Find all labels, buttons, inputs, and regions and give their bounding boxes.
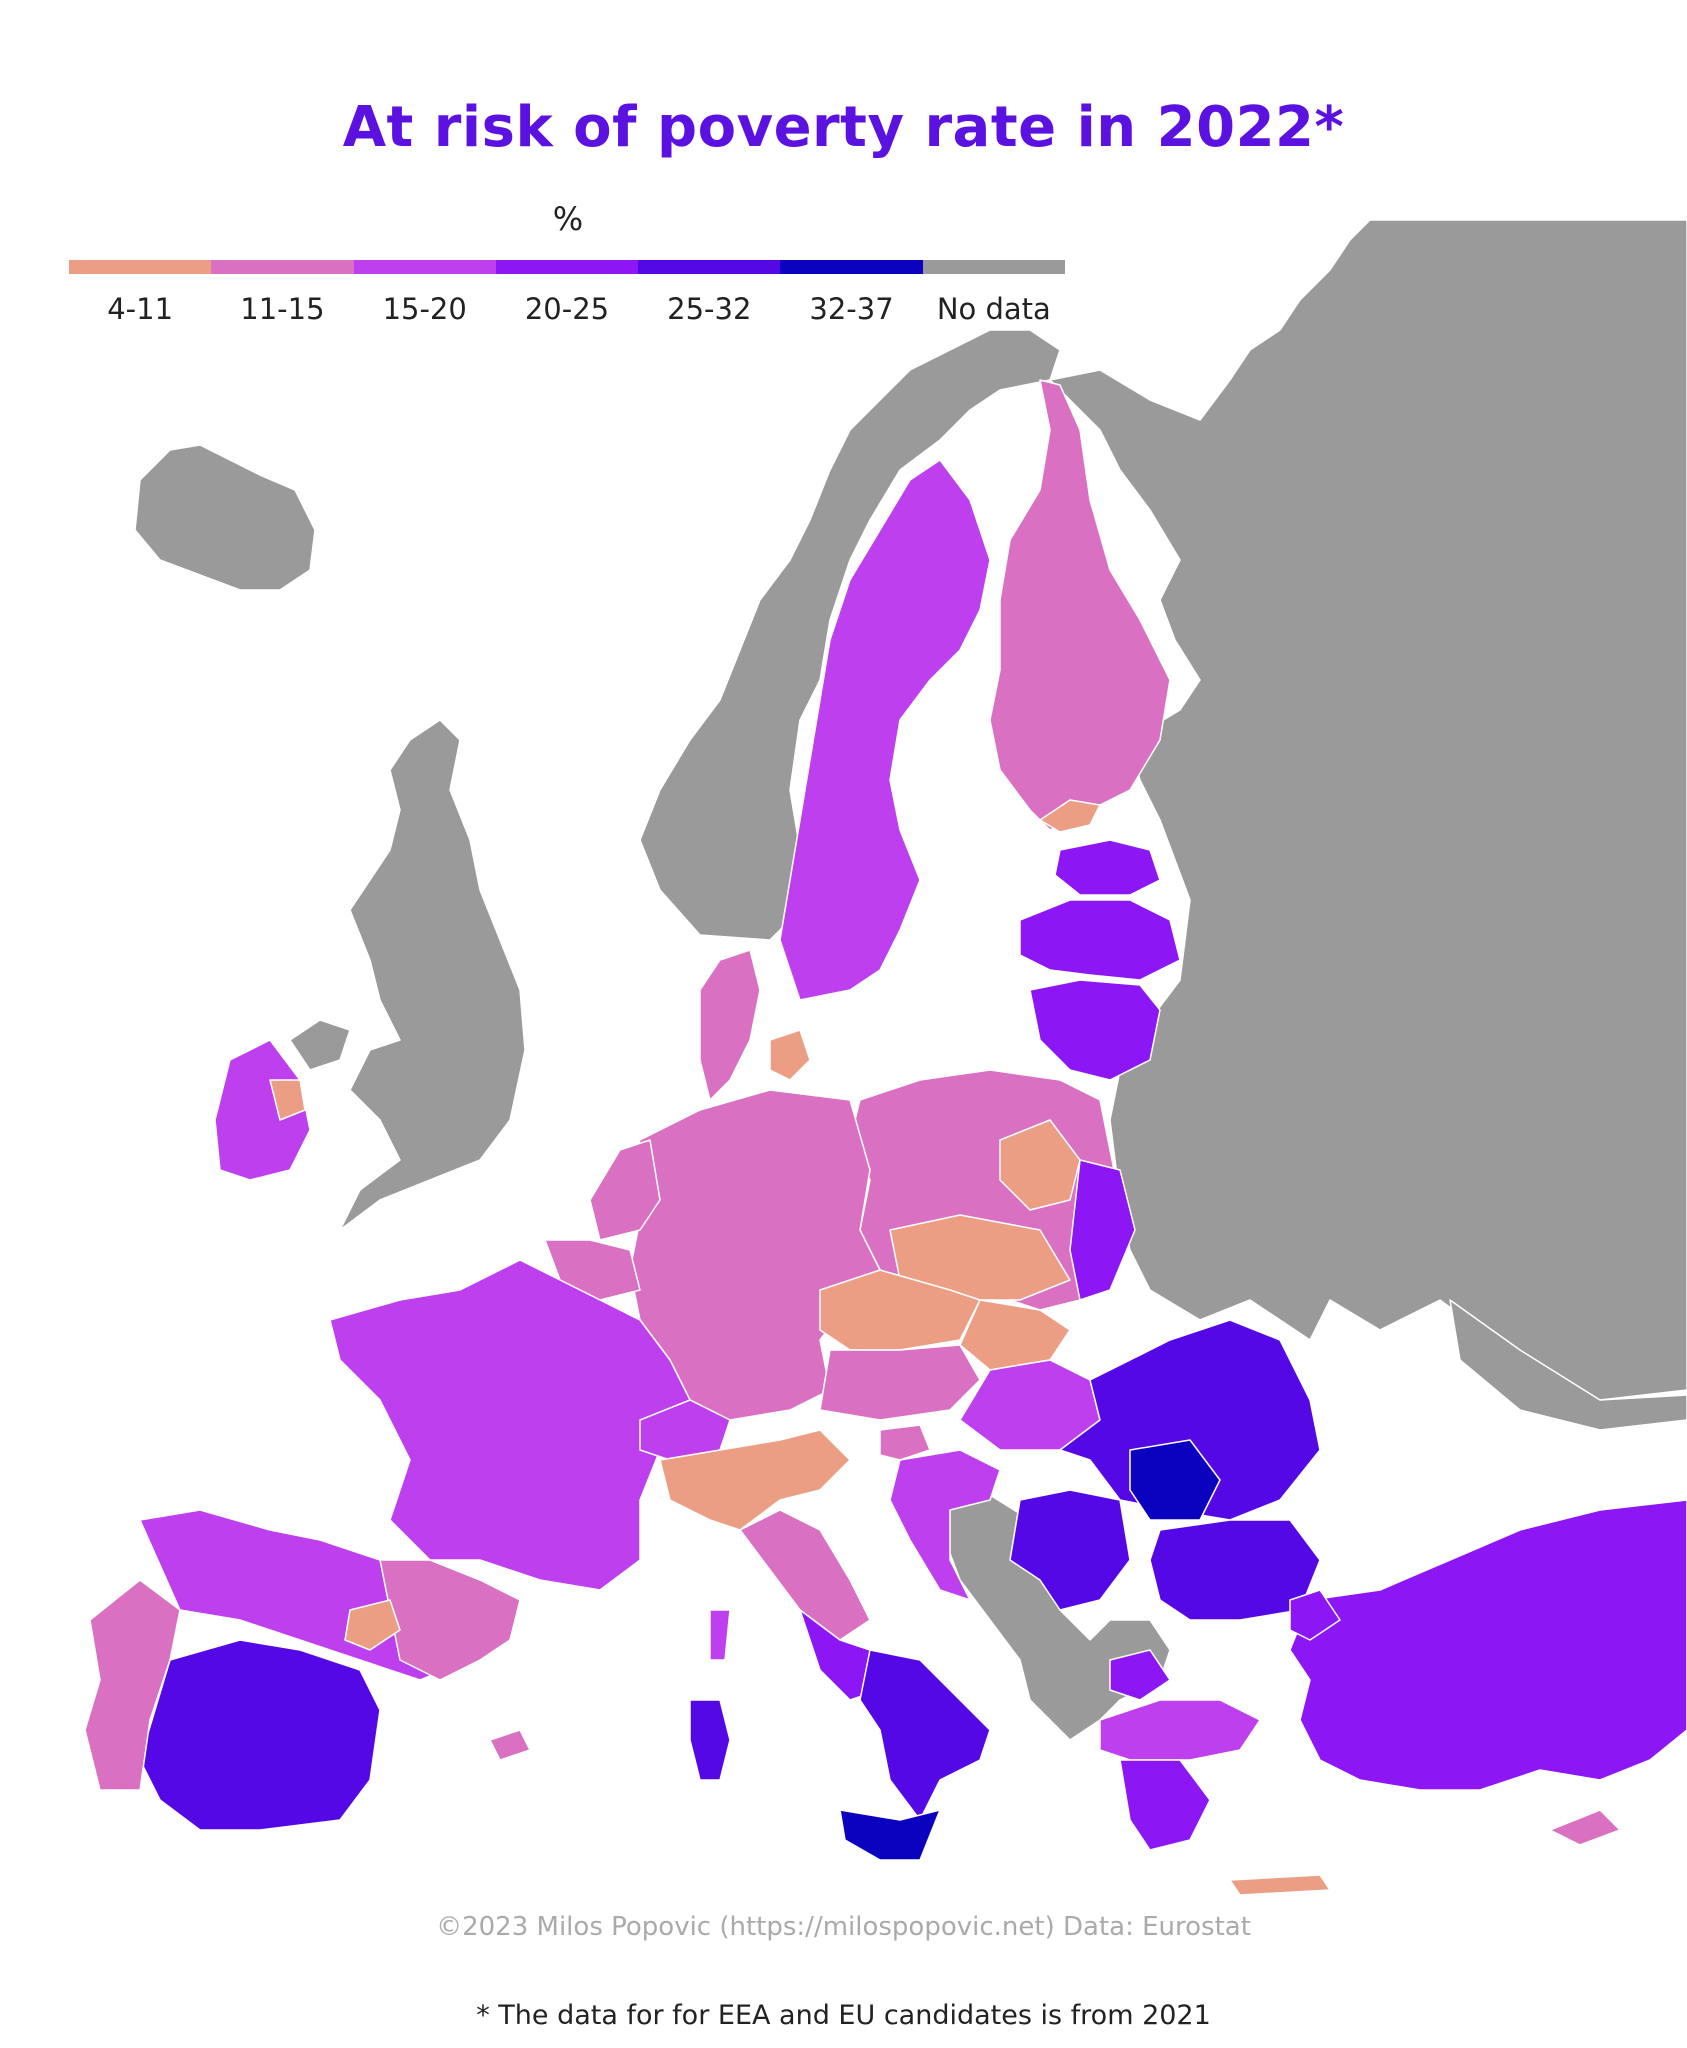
southern-italy-region [859,1649,991,1821]
balearic-region [489,1729,531,1761]
czechia-region [819,1269,981,1351]
legend-swatch-32-37 [780,260,923,274]
corsica-region [709,1609,731,1661]
caucasus-region [1449,1299,1687,1431]
denmark-region [699,949,761,1101]
catalonia-region [379,1559,521,1681]
finland-region [989,379,1171,831]
crete-region [1229,1874,1331,1896]
legend-swatch-25-32 [638,260,781,274]
romania-northeast-region [1129,1439,1221,1521]
dublin-region [269,1079,306,1121]
helsinki-region [1039,799,1101,833]
lithuania-region [1029,979,1161,1081]
legend: 4-11 11-15 15-20 20-25 25-32 32-37 No da… [69,260,1065,326]
footnote: * The data for for EEA and EU candidates… [476,2000,1211,2031]
legend-label: 20-25 [524,292,610,326]
legend-swatch-15-20 [353,260,496,274]
warsaw-region [999,1119,1081,1211]
portugal-region [84,1579,181,1791]
legend-color-bar [69,260,1065,274]
austria-region [819,1344,981,1421]
serbia-region [1009,1489,1131,1611]
southern-spain-region [139,1639,381,1831]
north-macedonia-region [1109,1649,1171,1701]
northern-greece-region [1099,1699,1261,1761]
slovenia-region [879,1424,931,1461]
latvia-region [1019,899,1181,981]
sicily-region [839,1809,941,1861]
eastern-poland-region [1069,1159,1136,1301]
france-region [329,1259,691,1591]
map-title: At risk of poverty rate in 2022* [342,95,1345,160]
great-britain-region [339,719,526,1231]
netherlands-region [589,1139,661,1241]
legend-swatch-20-25 [495,260,639,274]
madrid-region [344,1599,401,1651]
norway-region [639,329,1061,941]
legend-swatch-4-11 [69,260,212,274]
legend-label: No data [936,292,1051,326]
legend-label: 25-32 [667,292,752,326]
ireland-region [214,1039,311,1181]
istanbul-region [1289,1589,1341,1641]
legend-swatch-no-data [922,260,1065,274]
legend-labels: 4-11 11-15 15-20 20-25 25-32 32-37 No da… [69,292,1065,326]
legend-label: 11-15 [240,292,325,326]
copenhagen-region [769,1029,811,1081]
europe-choropleth-map [84,220,1687,1896]
central-greece-region [1119,1759,1211,1851]
legend-label: 32-37 [809,292,894,326]
sweden-region [779,459,991,1001]
croatia-region [889,1449,1001,1601]
estonia-region [1054,839,1161,896]
central-italy-region [739,1509,871,1641]
sardinia-region [689,1699,731,1781]
bulgaria-region [1149,1519,1321,1621]
legend-label: 4-11 [107,292,174,326]
iceland-region [134,444,316,591]
legend-unit: % [552,200,584,238]
slovakia-region [959,1299,1071,1371]
turkey-region [1289,1499,1687,1791]
cyprus-region [1549,1809,1621,1846]
northern-italy-region [659,1429,851,1531]
legend-label: 15-20 [382,292,467,326]
legend-swatch-11-15 [211,260,354,274]
russia-belarus-ukraine-region [1049,220,1687,1401]
romania-region [1059,1319,1321,1521]
credit-line: ©2023 Milos Popovic (https://milospopovi… [436,1912,1251,1942]
northern-ireland-region [289,1019,351,1071]
